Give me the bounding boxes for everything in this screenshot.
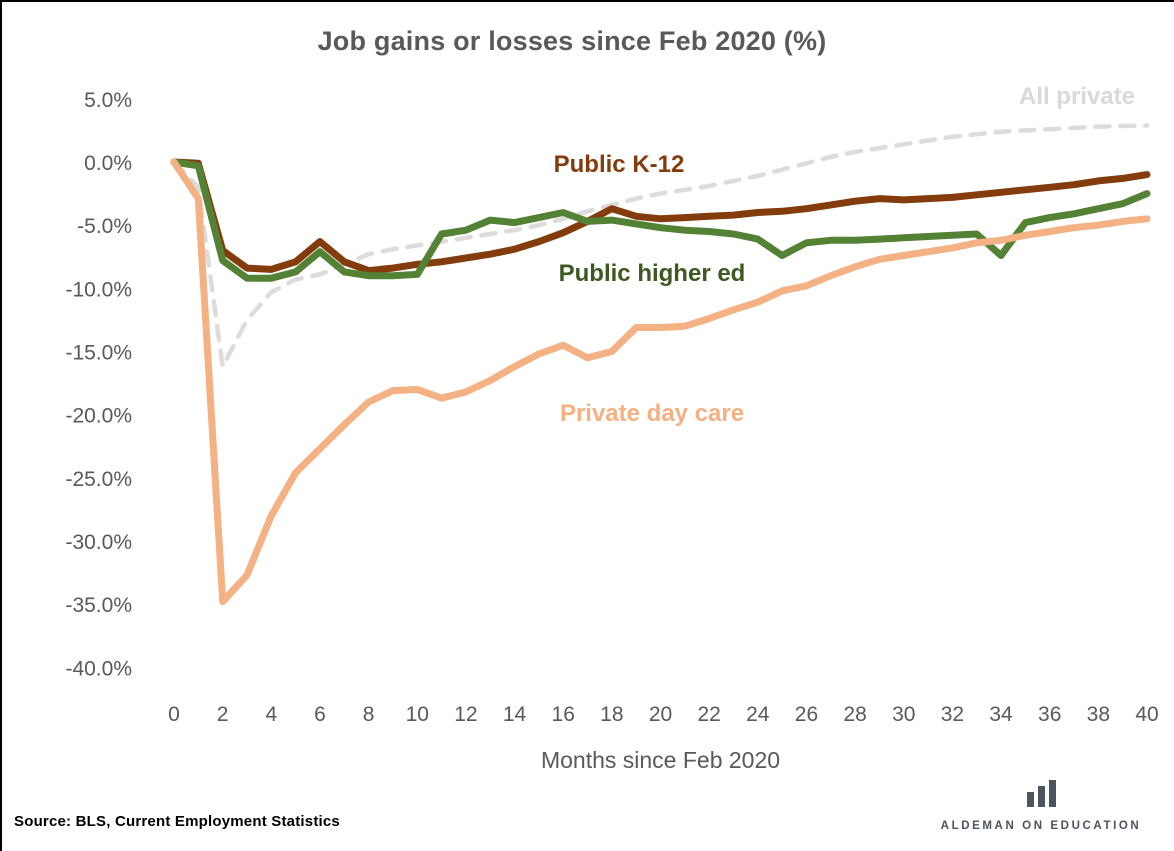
x-axis-tick-label: 30 (892, 703, 915, 726)
y-axis-tick-label: -40.0% (65, 657, 132, 680)
x-axis-tick-label: 22 (697, 703, 720, 726)
series-line-private-day-care (170, 158, 1151, 606)
series-label-all-private: All private (1019, 83, 1135, 110)
y-axis-tick-label: -30.0% (65, 531, 132, 554)
source-note: Source: BLS, Current Employment Statisti… (14, 813, 340, 830)
x-axis-tick-label: 2 (217, 703, 229, 726)
y-axis-tick-label: 0.0% (84, 152, 132, 175)
x-axis-tick-label: 12 (454, 703, 477, 726)
series-label-private-day-care: Private day care (560, 400, 744, 427)
series-label-public-k12: Public K-12 (554, 151, 685, 178)
bar-icon-small (1026, 792, 1034, 807)
x-axis-tick-label: 32 (941, 703, 964, 726)
x-axis-tick-label: 28 (843, 703, 866, 726)
x-axis-title: Months since Feb 2020 (541, 747, 780, 773)
x-axis-tick-label: 36 (1038, 703, 1061, 726)
y-axis-tick-label: -20.0% (65, 405, 132, 428)
series-line-public-k12 (170, 158, 1151, 275)
y-axis-tick-label: -10.0% (65, 278, 132, 301)
bar-icon-tall (1048, 780, 1056, 807)
x-axis-tick-label: 10 (406, 703, 429, 726)
x-axis-tick-label: 16 (552, 703, 575, 726)
bar-chart-icon (926, 779, 1156, 807)
bar-icon-medium (1037, 786, 1045, 807)
brand-logo: ALDEMAN ON EDUCATION (926, 779, 1156, 832)
y-axis-tick-label: -15.0% (65, 341, 132, 364)
chart-title: Job gains or losses since Feb 2020 (%) (317, 26, 827, 56)
y-axis-tick-label: -25.0% (65, 468, 132, 491)
x-axis-tick-label: 4 (265, 703, 277, 726)
x-axis-tick-label: 26 (795, 703, 818, 726)
y-axis-tick-label: 5.0% (84, 89, 132, 112)
brand-name: ALDEMAN ON EDUCATION (940, 820, 1142, 832)
x-axis-tick-label: 0 (168, 703, 180, 726)
x-axis-tick-label: 40 (1135, 703, 1158, 726)
x-axis-tick-label: 14 (503, 703, 527, 726)
x-axis-tick-label: 34 (989, 703, 1013, 726)
x-axis-tick-label: 24 (746, 703, 770, 726)
x-axis-tick-label: 8 (363, 703, 375, 726)
x-axis-tick-label: 18 (600, 703, 623, 726)
y-axis-tick-label: -5.0% (77, 215, 132, 238)
y-axis-tick-label: -35.0% (65, 594, 132, 617)
x-axis-tick-label: 6 (314, 703, 326, 726)
x-axis-tick-label: 38 (1087, 703, 1110, 726)
series-label-public-higher-ed: Public higher ed (559, 260, 746, 287)
x-axis-tick-label: 20 (649, 703, 672, 726)
